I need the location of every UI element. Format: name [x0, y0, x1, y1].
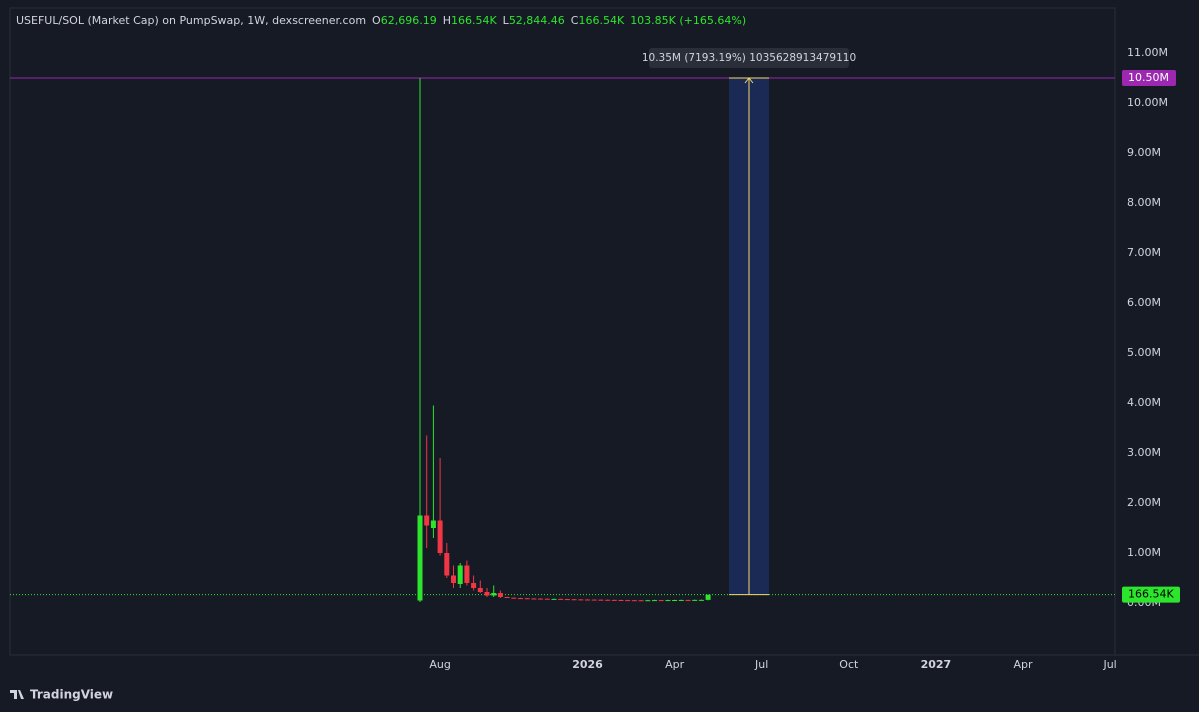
candle-body	[558, 598, 564, 600]
candle-body	[618, 600, 624, 601]
y-tick-label: 7.00M	[1127, 246, 1161, 259]
last-price-bg	[1122, 586, 1180, 603]
candle-body	[591, 599, 597, 601]
candle-body	[471, 583, 477, 588]
legend-header: USEFUL/SOL (Market Cap) on PumpSwap, 1W,…	[16, 14, 752, 27]
x-tick-label: Jul	[754, 658, 768, 671]
candle-body	[625, 600, 631, 602]
chart-title: USEFUL/SOL (Market Cap) on PumpSwap, 1W,…	[16, 14, 367, 27]
candle-body	[551, 598, 557, 600]
change-label: 103.85K (+165.64%)	[630, 14, 747, 27]
x-tick-label: Apr	[1013, 658, 1033, 671]
y-tick-label: 2.00M	[1127, 496, 1161, 509]
candle-body	[511, 597, 517, 599]
candle-body	[672, 600, 678, 601]
candle-body	[564, 599, 570, 601]
legend-key: L	[502, 14, 509, 27]
plot-area	[9, 7, 1116, 656]
measure-arrowhead	[744, 77, 754, 84]
candle-body	[437, 520, 443, 553]
y-tick-label: 1.00M	[1127, 546, 1161, 559]
x-tick-label: Oct	[839, 658, 859, 671]
last-price-label: 166.54K	[1128, 588, 1174, 601]
legend-value: 52,844.46	[508, 14, 565, 27]
y-tick-label: 5.00M	[1127, 346, 1161, 359]
candle-body	[464, 565, 470, 583]
candle-body	[585, 599, 590, 601]
candle-body	[578, 599, 584, 601]
measure-label-bg	[649, 48, 849, 68]
y-tick-label: 9.00M	[1127, 146, 1161, 159]
x-tick-label: Apr	[665, 658, 685, 671]
legend-key: H	[442, 14, 451, 27]
candle-body	[524, 598, 530, 600]
crosshair-price: 10.50M	[1128, 71, 1169, 84]
candle-body	[477, 588, 483, 592]
y-tick-label: 3.00M	[1127, 446, 1161, 459]
candle-body	[685, 599, 691, 601]
y-tick-label: 11.00M	[1127, 46, 1168, 59]
candle-body	[538, 598, 544, 600]
candle-body	[484, 592, 490, 596]
candle-body	[638, 600, 644, 602]
candle-body	[658, 600, 664, 602]
candle-body	[444, 553, 450, 576]
candle-body	[645, 600, 651, 602]
measure-label: 10.35M (7193.19%) 1035628913479110	[642, 52, 856, 64]
candle-body	[665, 600, 671, 602]
candle-body	[491, 593, 497, 596]
candle-body	[611, 599, 617, 601]
candle-body	[598, 599, 604, 601]
candle-body	[652, 600, 657, 602]
y-tick-label: 4.00M	[1127, 396, 1161, 409]
candle-body	[457, 565, 463, 584]
y-tick-label: 8.00M	[1127, 196, 1161, 209]
candle-body	[544, 598, 550, 600]
candle-body	[424, 515, 430, 526]
candle-body	[497, 593, 503, 597]
candle-body	[605, 599, 611, 601]
brand-logo	[10, 690, 24, 699]
candle-body	[705, 594, 711, 600]
candle-body	[531, 598, 537, 600]
candle-body	[451, 575, 456, 583]
x-tick-label: Jul	[1102, 658, 1116, 671]
branding: TradingView	[30, 688, 113, 702]
candle-body	[504, 597, 510, 598]
legend-value: 166.54K	[450, 14, 497, 27]
candle-body	[518, 598, 523, 600]
candle-body	[678, 599, 684, 601]
candle-body	[698, 599, 704, 601]
x-tick-label: 2027	[921, 658, 952, 671]
legend-value: 62,696.19	[380, 14, 437, 27]
y-tick-label: 6.00M	[1127, 296, 1161, 309]
crosshair-price-bg	[1122, 70, 1176, 86]
candle-body	[631, 600, 637, 602]
legend-key: O	[372, 14, 381, 27]
legend-value: 166.54K	[578, 14, 625, 27]
candle-body	[571, 599, 577, 601]
y-tick-label: 10.00M	[1127, 96, 1168, 109]
candle-body	[692, 599, 698, 601]
candle-body	[417, 515, 423, 601]
x-tick-label: Aug	[429, 658, 450, 671]
x-tick-label: 2026	[572, 658, 603, 671]
legend-key: C	[570, 14, 579, 27]
candle-body	[430, 520, 436, 528]
